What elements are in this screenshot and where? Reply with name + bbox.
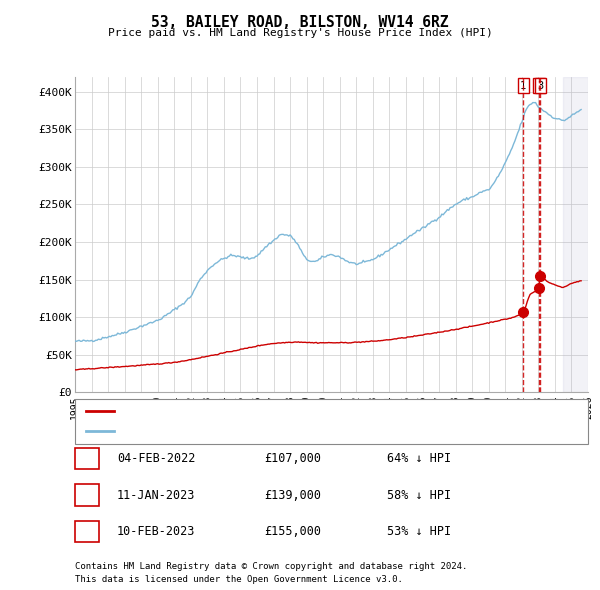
- Text: Contains HM Land Registry data © Crown copyright and database right 2024.: Contains HM Land Registry data © Crown c…: [75, 562, 467, 571]
- Text: 2: 2: [83, 489, 91, 502]
- Text: Price paid vs. HM Land Registry's House Price Index (HPI): Price paid vs. HM Land Registry's House …: [107, 28, 493, 38]
- Text: 04-FEB-2022: 04-FEB-2022: [117, 452, 196, 465]
- Text: HPI: Average price, detached house, Wolverhampton: HPI: Average price, detached house, Wolv…: [120, 426, 414, 435]
- Text: 58% ↓ HPI: 58% ↓ HPI: [387, 489, 451, 502]
- Text: 53, BAILEY ROAD, BILSTON, WV14 6RZ (detached house): 53, BAILEY ROAD, BILSTON, WV14 6RZ (deta…: [120, 407, 426, 416]
- Text: 3: 3: [83, 525, 91, 538]
- Text: 1: 1: [83, 452, 91, 465]
- Text: This data is licensed under the Open Government Licence v3.0.: This data is licensed under the Open Gov…: [75, 575, 403, 584]
- Text: 2: 2: [536, 81, 542, 91]
- Text: 11-JAN-2023: 11-JAN-2023: [117, 489, 196, 502]
- Text: 10-FEB-2023: 10-FEB-2023: [117, 525, 196, 538]
- Text: 53, BAILEY ROAD, BILSTON, WV14 6RZ: 53, BAILEY ROAD, BILSTON, WV14 6RZ: [151, 15, 449, 30]
- Text: £139,000: £139,000: [264, 489, 321, 502]
- Text: £107,000: £107,000: [264, 452, 321, 465]
- Text: £155,000: £155,000: [264, 525, 321, 538]
- Bar: [563, 77, 588, 392]
- Text: 3: 3: [537, 81, 544, 91]
- Text: 1: 1: [520, 81, 526, 91]
- Text: 53% ↓ HPI: 53% ↓ HPI: [387, 525, 451, 538]
- Text: 64% ↓ HPI: 64% ↓ HPI: [387, 452, 451, 465]
